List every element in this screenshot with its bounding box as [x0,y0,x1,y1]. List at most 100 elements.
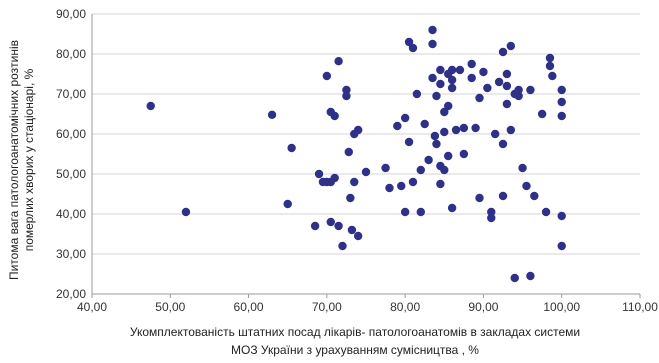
data-point [428,39,437,49]
data-point [424,155,433,165]
x-tick-label: 60,00 [234,300,264,314]
data-point [498,139,508,149]
data-point [353,125,363,135]
data-point [502,69,512,79]
data-point [287,143,296,153]
data-point [447,75,457,85]
data-point [436,79,445,89]
data-point [467,59,476,69]
data-point [557,97,566,107]
data-point [314,169,324,179]
data-points [146,25,566,283]
data-point [502,99,512,109]
data-point [181,207,191,217]
data-point [487,207,496,217]
data-point [440,127,449,137]
data-point [334,221,343,231]
data-point [557,111,566,121]
data-point [430,131,440,141]
data-point [545,53,555,63]
data-point [537,109,547,119]
x-tick-label: 70,00 [312,300,342,314]
x-tick-label: 80,00 [390,300,420,314]
data-point [334,57,343,66]
x-tick-label: 90,00 [468,300,498,314]
data-point [444,101,453,111]
data-point [545,61,555,71]
data-point [428,73,437,83]
data-point [541,207,551,217]
x-tick-label: 110,00 [622,300,658,314]
axes [91,14,641,298]
data-point [483,83,492,93]
data-point [322,71,332,81]
data-point [146,101,155,111]
data-point [342,91,351,101]
data-point [361,167,371,177]
data-point [498,191,508,201]
data-point [444,151,453,161]
data-point [347,225,357,235]
data-point [350,177,359,187]
data-point [506,41,516,51]
data-point [310,221,320,231]
data-point [342,85,351,95]
data-point [526,271,535,281]
data-point [447,83,457,93]
data-point [475,93,484,103]
data-point [518,163,527,173]
y-tick-label: 30,00 [56,247,86,261]
data-point [502,81,512,91]
data-point [326,217,335,227]
data-point [557,241,566,251]
data-point [467,73,476,83]
data-point [522,181,531,191]
data-point [471,123,480,133]
x-tick-labels: 40,00 50,00 60,00 70,00 80,00 90,00 100,00 110,… [77,300,658,314]
y-tick-label: 90,00 [56,7,86,21]
data-point [479,67,488,77]
data-point [530,191,539,201]
y-tick-label: 60,00 [56,127,86,141]
y-tick-label: 20,00 [56,287,86,301]
data-point [490,129,500,139]
data-point [404,137,414,147]
data-point [557,211,566,221]
data-point [494,77,504,87]
data-point [408,43,418,53]
data-point [447,65,457,75]
data-point [514,91,523,101]
x-tick-label: 100,00 [543,300,580,314]
data-point [400,207,410,217]
data-point [459,123,469,133]
data-point [416,207,425,217]
y-tick-label: 50,00 [56,167,86,181]
y-tick-label: 70,00 [56,87,86,101]
data-point [514,85,523,95]
data-point [506,125,516,135]
data-point [420,119,429,129]
data-point [440,165,449,175]
y-tick-label: 40,00 [56,207,86,221]
data-point [526,85,535,95]
data-point [346,193,355,203]
data-point [428,25,437,35]
data-point [436,65,445,75]
data-point [498,47,508,57]
data-point [475,193,484,203]
data-point [459,149,469,159]
data-point [408,177,418,187]
data-point [381,163,390,173]
data-point [400,113,410,123]
data-point [436,179,445,189]
data-point [510,273,519,283]
x-tick-label: 50,00 [155,300,185,314]
y-tick-label: 80,00 [56,47,86,61]
x-tick-label: 40,00 [77,300,107,314]
data-point [393,121,402,131]
data-point [344,147,353,157]
y-axis-title: Питома вага патологоанатомічних розтинів… [7,40,36,280]
data-point [330,111,339,121]
x-axis-title-line-2: МОЗ України з урахуванням сумісництва , … [231,343,479,357]
